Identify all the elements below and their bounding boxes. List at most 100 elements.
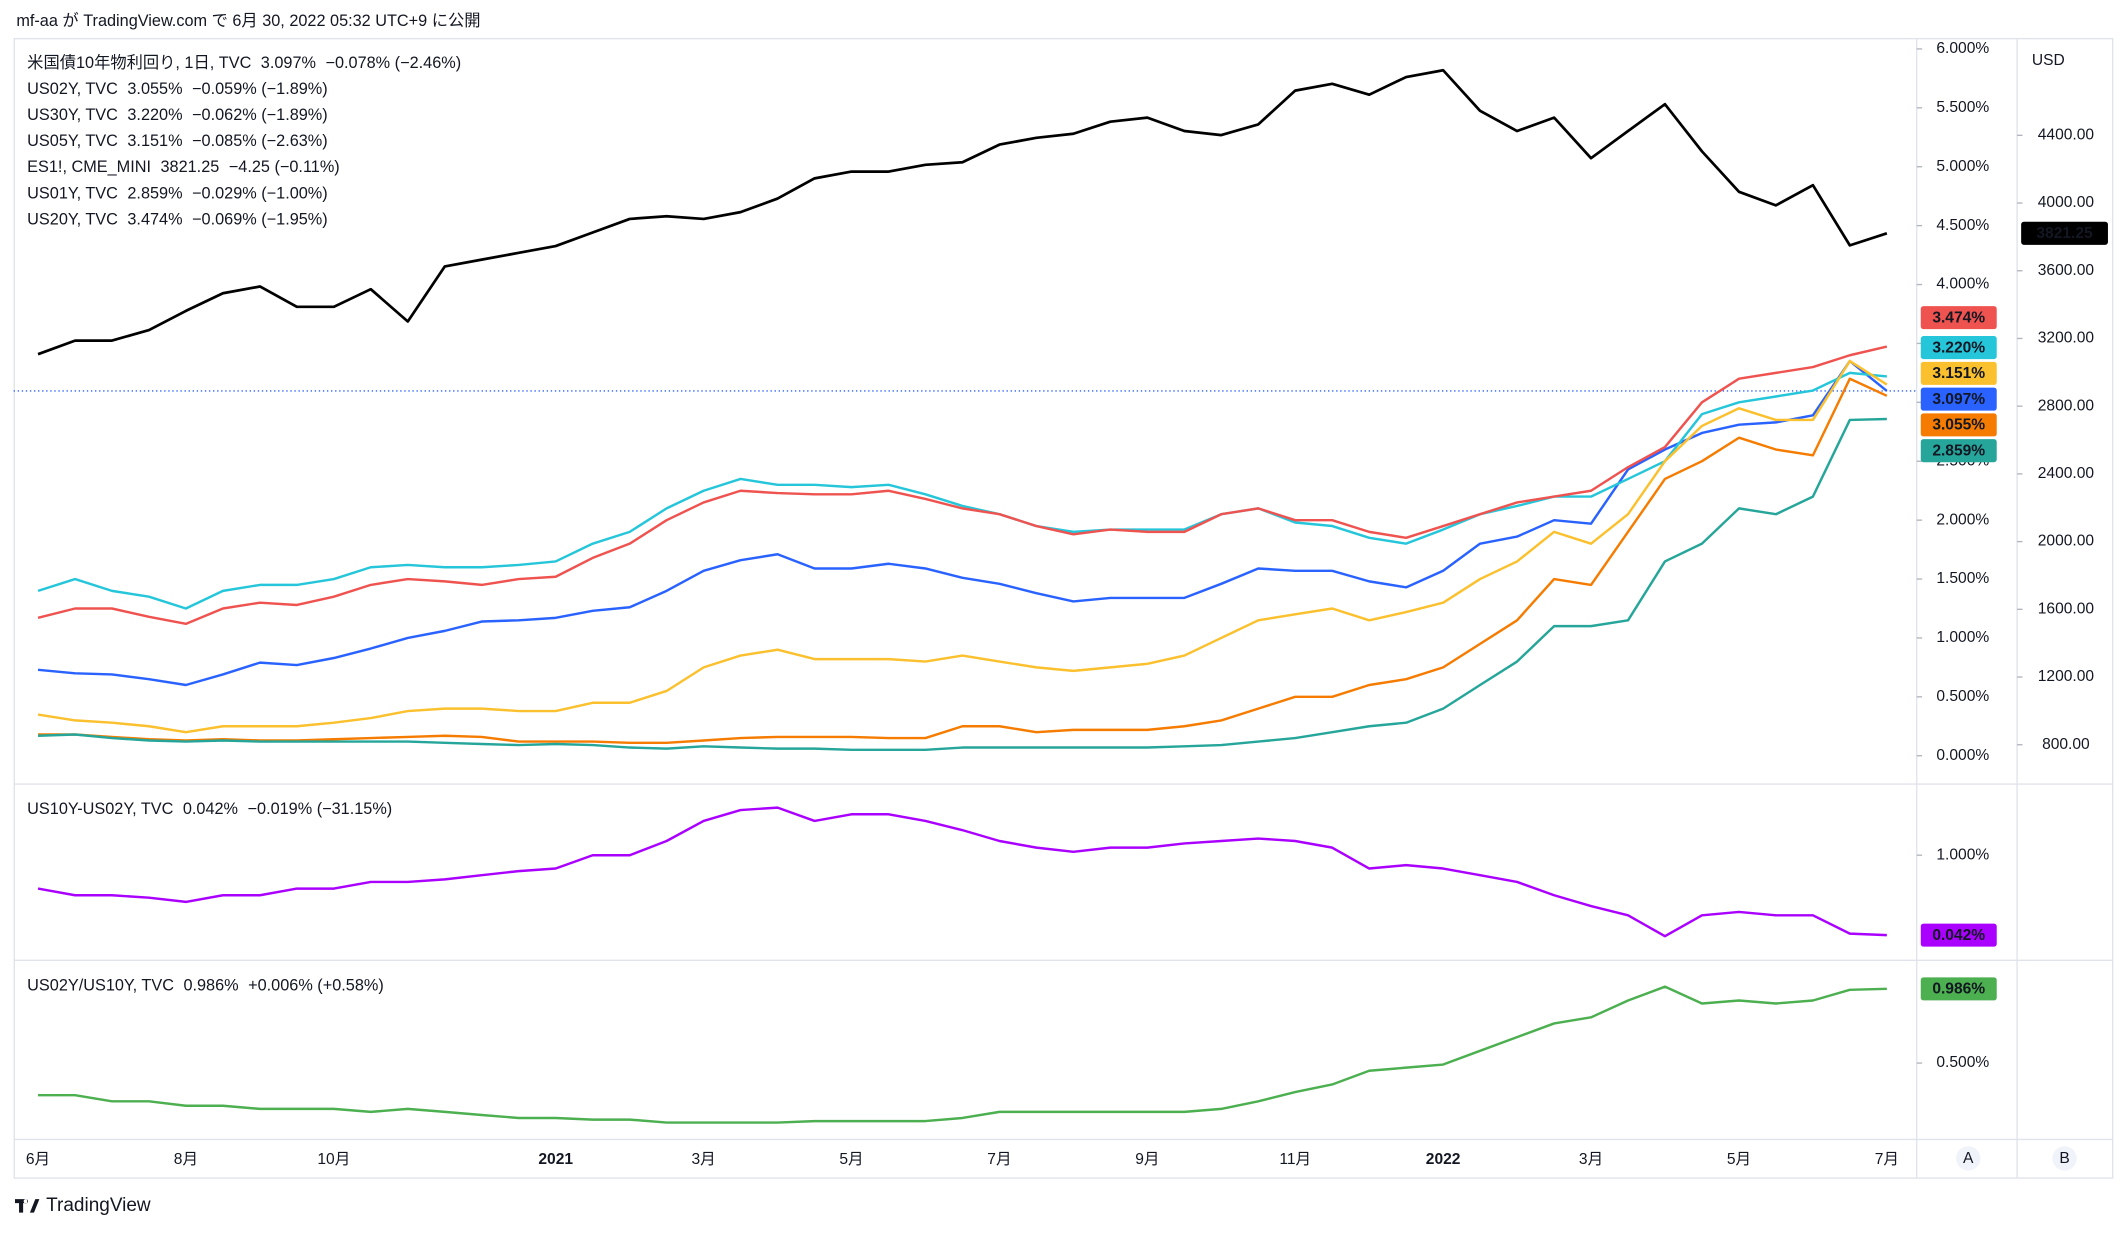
y2-tick-label: 1600.00: [2038, 600, 2095, 617]
price-tag: [2021, 221, 2108, 245]
y-tick-label: 2.000%: [1936, 511, 1989, 528]
x-tick-label: 11月: [1279, 1151, 1311, 1168]
price-tag-label: 3.097%: [1932, 391, 1985, 408]
y-tick-label: 4.500%: [1936, 217, 1989, 234]
legend-change: −0.062% (−1.89%): [192, 106, 328, 124]
price-tag-label: 3.055%: [1932, 417, 1985, 434]
brand-logo: [14, 1199, 40, 1213]
y2-unit: USD: [2032, 52, 2065, 69]
series-line: [37, 345, 1888, 626]
legend-change: −0.078% (−2.46%): [325, 54, 461, 72]
x-tick-label: 5月: [839, 1151, 863, 1168]
legend-name: US02Y, TVC: [27, 80, 118, 98]
y-tick-label: 0.000%: [1936, 747, 1989, 764]
legend-name: ES1!, CME_MINI: [27, 158, 151, 176]
y2-tick-label: 2800.00: [2038, 397, 2095, 414]
x-tick-label: 9月: [1135, 1151, 1159, 1168]
legend-name: US10Y-US02Y, TVC: [27, 800, 173, 818]
series-line: [37, 359, 1888, 687]
price-tag: [1920, 387, 1997, 411]
brand-name: TradingView: [46, 1195, 151, 1216]
series-line: [38, 985, 1887, 1124]
price-tag: [1920, 923, 1997, 947]
series-line: [37, 68, 1888, 356]
legend-name: US20Y, TVC: [27, 210, 118, 228]
scale-button[interactable]: B: [2059, 1150, 2069, 1167]
legend-value: 2.859%: [127, 184, 182, 202]
scale-button-bg[interactable]: [2052, 1146, 2077, 1171]
y2-tick-label: 4400.00: [2038, 126, 2095, 143]
y-tick-label: 6.000%: [1936, 40, 1989, 57]
x-tick-label: 5月: [1727, 1151, 1751, 1168]
y-tick-label: 0.500%: [1936, 688, 1989, 705]
y-tick-label: 0.500%: [1936, 1054, 1989, 1071]
legend-change: −0.019% (−31.15%): [248, 800, 393, 818]
price-tag-label: 3821.25: [2036, 225, 2093, 242]
legend-change: −0.029% (−1.00%): [192, 184, 328, 202]
price-tag-label: 0.986%: [1932, 981, 1985, 998]
y2-tick-label: 1200.00: [2038, 668, 2095, 685]
legend-change: −0.085% (−2.63%): [192, 132, 328, 150]
price-tag: [1920, 336, 1997, 360]
y-tick-label: 1.000%: [1936, 846, 1989, 863]
x-tick-label: 2022: [1426, 1151, 1461, 1168]
series-line: [37, 359, 1888, 734]
legend-name: US05Y, TVC: [27, 132, 118, 150]
legend-change: −0.059% (−1.89%): [192, 80, 328, 98]
legend-value: 0.986%: [183, 976, 238, 994]
x-tick-label: 7月: [1875, 1151, 1899, 1168]
y2-tick-label: 3600.00: [2038, 262, 2095, 279]
legend-value: 3.055%: [127, 80, 182, 98]
legend-value: 3.220%: [127, 106, 182, 124]
legend-name: US01Y, TVC: [27, 184, 118, 202]
y2-tick-label: 2400.00: [2038, 465, 2095, 482]
y-tick-label: 1.500%: [1936, 570, 1989, 587]
series-line: [38, 377, 1888, 745]
legend-value: 3.151%: [127, 132, 182, 150]
price-tag-label: 0.042%: [1932, 927, 1985, 944]
legend-value: 3.474%: [127, 210, 182, 228]
publish-header: mf-aa が TradingView.com で 6月 30, 2022 05…: [16, 12, 480, 30]
x-tick-label: 3月: [691, 1151, 715, 1168]
price-tag-label: 3.151%: [1932, 365, 1985, 382]
legend-name: US02Y/US10Y, TVC: [27, 976, 174, 994]
x-tick-label: 3月: [1579, 1151, 1603, 1168]
legend-value: 3821.25: [161, 158, 220, 176]
y2-tick-label: 800.00: [2042, 736, 2090, 753]
legend-value: 3.097%: [261, 54, 316, 72]
series-line: [37, 417, 1887, 752]
legend-change: −0.069% (−1.95%): [192, 210, 328, 228]
price-tag: [1920, 439, 1997, 463]
x-tick-label: 10月: [317, 1151, 350, 1168]
legend-change: +0.006% (+0.58%): [248, 976, 384, 994]
scale-button[interactable]: A: [1963, 1150, 1974, 1167]
price-tag: [1920, 977, 1997, 1001]
x-tick-label: 7月: [987, 1151, 1011, 1168]
price-tag-label: 3.220%: [1932, 339, 1985, 356]
scale-button-bg[interactable]: [1956, 1146, 1981, 1171]
x-tick-label: 2021: [538, 1151, 573, 1168]
price-tag: [1920, 361, 1997, 385]
price-tag: [1920, 413, 1997, 437]
price-tag: [1920, 306, 1997, 330]
y2-tick-label: 4000.00: [2038, 194, 2095, 211]
y-tick-label: 4.000%: [1936, 276, 1989, 293]
y-tick-label: 1.000%: [1936, 629, 1989, 646]
chart-frame: [13, 37, 2114, 1179]
y-tick-label: 5.000%: [1936, 158, 1989, 175]
series-line: [37, 371, 1887, 610]
series-line: [37, 806, 1887, 938]
price-tag-label: 3.474%: [1932, 309, 1985, 326]
legend-change: −4.25 (−0.11%): [229, 158, 340, 176]
x-tick-label: 8月: [174, 1151, 198, 1168]
x-tick-label: 6月: [26, 1151, 50, 1168]
y2-tick-label: 2000.00: [2038, 533, 2095, 550]
y2-tick-label: 3200.00: [2038, 330, 2095, 347]
legend-name: 米国債10年物利回り, 1日, TVC: [27, 54, 251, 72]
legend-name: US30Y, TVC: [27, 106, 118, 124]
y-tick-label: 5.500%: [1936, 99, 1989, 116]
price-tag-label: 2.859%: [1932, 442, 1985, 459]
legend-value: 0.042%: [183, 800, 238, 818]
